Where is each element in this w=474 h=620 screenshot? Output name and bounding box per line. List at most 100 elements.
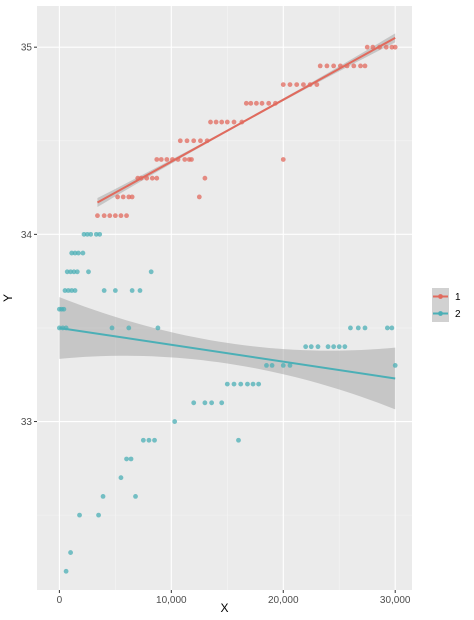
data-point-2 [69, 288, 75, 293]
data-point-1 [158, 157, 164, 162]
data-point-2 [129, 288, 135, 293]
data-point-1 [254, 100, 259, 106]
trend-line-1 [96, 36, 396, 204]
data-point-2 [137, 288, 143, 293]
x-tick-label: 0 [57, 595, 63, 606]
data-point-2 [100, 494, 106, 499]
data-point-1 [107, 213, 113, 219]
legend-label-1: 1 [455, 292, 461, 303]
data-point-2 [264, 362, 269, 368]
data-point-1 [112, 213, 118, 219]
data-point-1 [370, 44, 376, 50]
x-tick-label: 30,000 [380, 595, 411, 606]
data-point-1 [126, 194, 132, 200]
data-point-2 [133, 494, 138, 499]
data-point-2 [155, 325, 161, 331]
data-point-1 [280, 82, 286, 88]
data-point-1 [219, 119, 225, 125]
data-point-2 [287, 362, 293, 368]
data-point-2 [392, 362, 398, 368]
data-point-1 [266, 100, 272, 106]
data-point-2 [76, 250, 81, 256]
data-point-2 [325, 344, 331, 350]
data-point-1 [120, 194, 126, 200]
legend-point-2 [438, 311, 443, 316]
y-tick-label: 34 [21, 230, 33, 241]
data-point-2 [72, 288, 78, 293]
data-point-1 [149, 175, 155, 181]
data-point-2 [269, 362, 275, 368]
x-tick-labels: 0 10,000 20,000 30,000 [57, 595, 411, 606]
data-point-2 [61, 306, 67, 312]
data-point-1 [198, 138, 203, 144]
data-point-2 [219, 400, 225, 406]
data-point-2 [245, 381, 250, 387]
data-point-2 [109, 325, 115, 331]
axis-ticks [34, 46, 396, 593]
data-point-2 [124, 456, 129, 462]
data-point-2 [63, 568, 69, 574]
data-point-1 [314, 82, 320, 88]
data-point-2 [315, 344, 321, 350]
data-point-2 [126, 325, 132, 331]
data-point-1 [124, 213, 129, 219]
data-points [56, 44, 398, 574]
data-point-1 [118, 213, 124, 219]
data-point-1 [154, 157, 160, 162]
data-point-1 [231, 119, 237, 125]
data-point-2 [93, 231, 99, 237]
data-point-2 [64, 269, 70, 275]
data-point-1 [259, 100, 265, 106]
data-point-2 [88, 231, 94, 237]
data-point-2 [303, 344, 309, 350]
data-point-2 [389, 325, 395, 331]
data-point-1 [364, 44, 370, 50]
data-point-2 [209, 400, 215, 406]
data-point-1 [351, 63, 357, 69]
data-point-2 [250, 381, 256, 387]
data-point-2 [81, 231, 87, 237]
data-point-2 [152, 437, 157, 443]
data-point-2 [238, 381, 244, 387]
data-point-1 [324, 63, 330, 69]
data-point-1 [224, 119, 230, 125]
data-point-2 [355, 325, 361, 331]
data-point-2 [231, 381, 237, 387]
data-point-1 [248, 100, 254, 106]
data-point-1 [301, 82, 306, 88]
data-point-2 [71, 269, 77, 275]
y-tick-label: 33 [21, 417, 33, 428]
data-point-2 [96, 512, 101, 518]
data-point-1 [95, 213, 100, 219]
data-point-2 [236, 437, 241, 443]
data-point-1 [243, 100, 249, 106]
data-point-2 [140, 437, 146, 443]
data-point-2 [62, 288, 68, 293]
data-point-2 [280, 362, 286, 368]
data-point-1 [287, 82, 293, 88]
y-axis-title: Y [1, 294, 15, 302]
data-point-2 [101, 288, 107, 293]
data-point-2 [74, 269, 80, 275]
legend: 12 [432, 288, 461, 322]
data-point-2 [146, 437, 152, 443]
data-point-1 [208, 119, 213, 125]
trend-lines [59, 36, 396, 380]
data-point-2 [348, 325, 353, 331]
data-point-2 [69, 250, 75, 256]
x-tick-label: 20,000 [268, 595, 299, 606]
legend-label-2: 2 [455, 309, 461, 320]
data-point-2 [191, 400, 197, 406]
data-point-1 [294, 82, 300, 88]
data-point-1 [184, 138, 190, 144]
data-point-1 [101, 213, 107, 219]
data-point-1 [154, 175, 160, 181]
legend-point-1 [438, 294, 443, 299]
data-point-1 [280, 157, 286, 162]
data-point-2 [172, 419, 178, 424]
data-point-2 [331, 344, 337, 350]
data-point-1 [392, 44, 398, 50]
data-point-2 [84, 231, 90, 237]
data-point-1 [115, 194, 120, 200]
trend-line-2 [59, 326, 396, 380]
